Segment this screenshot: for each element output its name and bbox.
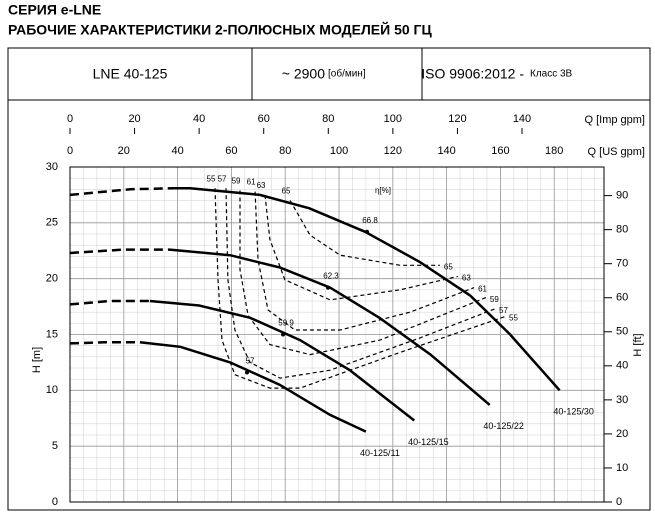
x-tick-label: 160 xyxy=(491,145,509,157)
y2-tick-label: 50 xyxy=(616,326,628,338)
plot-border xyxy=(69,166,605,503)
bep-label: 66.8 xyxy=(362,216,378,225)
efficiency-label: 59 xyxy=(232,177,241,186)
standard: ISO 9906:2012 - xyxy=(421,66,524,82)
x2-tick-label: 100 xyxy=(384,113,402,125)
x2-tick-label: 20 xyxy=(128,113,140,125)
x2-tick-label: 40 xyxy=(193,113,205,125)
y2-tick-label: 10 xyxy=(616,462,628,474)
efficiency-label: 63 xyxy=(257,181,266,190)
x-tick-label: 80 xyxy=(279,145,291,157)
y-tick-label: 25 xyxy=(46,217,58,229)
speed-unit: [об/мин] xyxy=(328,68,366,80)
efficiency-label: 61 xyxy=(247,178,256,187)
x2-tick-label: 140 xyxy=(513,113,531,125)
y-label: H [m] xyxy=(31,347,43,373)
x-tick-label: 100 xyxy=(330,145,348,157)
page-title: РАБОЧИЕ ХАРАКТЕРИСТИКИ 2-ПОЛЮСНЫХ МОДЕЛЕ… xyxy=(8,21,432,38)
bep-label: 62.3 xyxy=(323,272,339,281)
efficiency-label: 61 xyxy=(478,285,487,294)
x-tick-label: 60 xyxy=(225,145,237,157)
bep-label: 57 xyxy=(246,357,255,366)
pump-curve xyxy=(139,341,367,433)
x2-tick-label: 120 xyxy=(448,113,466,125)
x-tick-label: 40 xyxy=(171,145,183,157)
x-tick-label: 0 xyxy=(67,145,73,157)
efficiency-label: 65 xyxy=(444,262,453,271)
y2-tick-label: 60 xyxy=(616,292,628,304)
model: LNE 40-125 xyxy=(93,66,168,82)
curve-label: 40-125/11 xyxy=(360,448,400,458)
curve-extension xyxy=(69,341,140,345)
y2-tick-label: 30 xyxy=(616,394,628,406)
y2-tick-label: 80 xyxy=(616,224,628,236)
y2-tick-label: 90 xyxy=(616,190,628,202)
y2-tick-label: 70 xyxy=(616,258,628,270)
class: Класс 3В xyxy=(530,69,573,80)
x2-tick-label: 60 xyxy=(258,113,270,125)
efficiency-label: 57 xyxy=(499,306,508,315)
efficiency-label: 65 xyxy=(282,187,291,196)
x2-tick-label: 80 xyxy=(322,113,334,125)
curve-label: 40-125/30 xyxy=(553,407,594,417)
y-tick-label: 30 xyxy=(46,161,58,173)
pump-curve xyxy=(174,186,561,392)
efficiency-label: 63 xyxy=(462,274,471,283)
y2-tick-label: 0 xyxy=(616,496,622,508)
x-label: Q [US gpm] xyxy=(588,146,645,158)
efficiency-curve xyxy=(264,194,459,301)
x2-label: Q [Imp gpm] xyxy=(584,114,645,126)
y2-tick-label: 40 xyxy=(616,360,628,372)
pump-curve xyxy=(169,248,491,406)
x-tick-label: 120 xyxy=(384,145,402,157)
curve-label: 40-125/22 xyxy=(483,421,524,431)
efficiency-label: 57 xyxy=(218,174,227,183)
y-tick-label: 5 xyxy=(52,440,58,452)
pump-curve xyxy=(149,299,416,422)
efficiency-curve xyxy=(225,188,496,379)
speed: ~ 2900 xyxy=(282,66,325,82)
efficiency-label: 55 xyxy=(207,174,216,183)
y-tick-label: 0 xyxy=(52,496,58,508)
x-tick-label: 180 xyxy=(545,145,563,157)
curve-label: 40-125/15 xyxy=(408,437,449,447)
series-title: СЕРИЯ e-LNE xyxy=(8,2,101,18)
y-tick-label: 15 xyxy=(46,328,58,340)
x-tick-label: 140 xyxy=(437,145,455,157)
curve-extension xyxy=(69,248,170,255)
frame xyxy=(7,47,651,511)
efficiency-label: 55 xyxy=(509,314,518,323)
x2-tick-label: 0 xyxy=(67,113,73,125)
efficiency-curve xyxy=(214,188,506,389)
x-tick-label: 20 xyxy=(118,145,130,157)
y2-label: H [ft] xyxy=(632,333,644,356)
efficiency-curve xyxy=(289,200,440,266)
y-tick-label: 20 xyxy=(46,273,58,285)
bep-label: 59.9 xyxy=(278,319,294,328)
y-tick-label: 10 xyxy=(46,384,58,396)
curve-extension xyxy=(69,186,175,197)
y2-tick-label: 20 xyxy=(616,428,628,440)
efficiency-label: 59 xyxy=(490,295,499,304)
efficiency-title: η[%] xyxy=(375,186,391,195)
efficiency-curve xyxy=(239,190,487,356)
